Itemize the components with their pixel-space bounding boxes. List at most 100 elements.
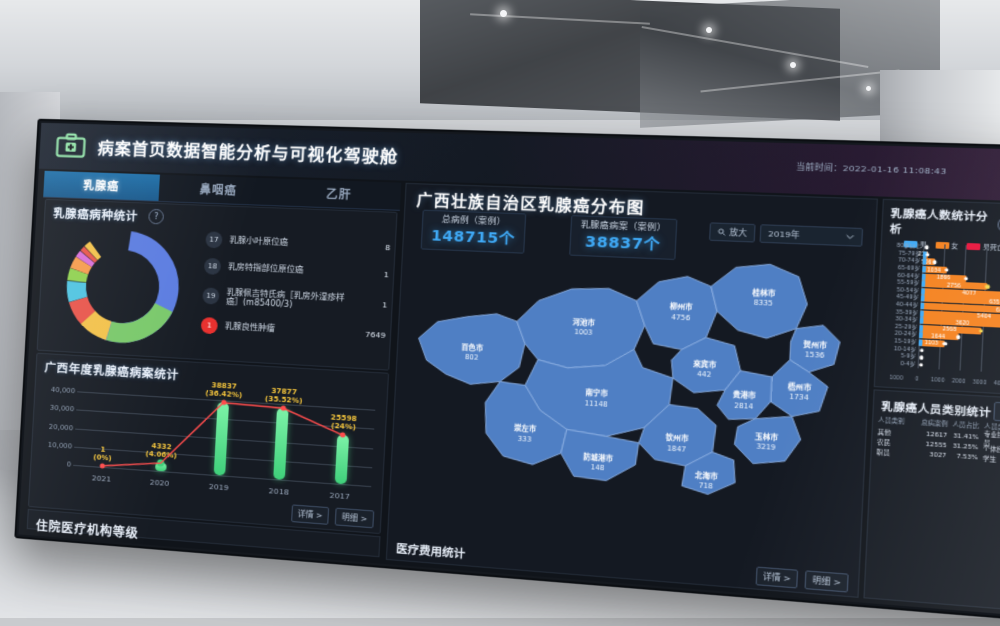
bar-male[interactable]	[922, 258, 927, 266]
medical-cost-breakdown-button[interactable]: 明细 >	[804, 570, 849, 593]
x-axis-tick: 2017	[329, 490, 351, 502]
map-zoom-label: 放大	[729, 227, 748, 238]
bar-male[interactable]	[919, 309, 924, 317]
tab-breast-cancer[interactable]: 乳腺癌	[43, 170, 160, 201]
death-ratio-point[interactable]	[944, 268, 949, 273]
bar-male[interactable]	[920, 302, 925, 310]
personnel-table: 人员类别 总病案例 人员占比 其他 12617 31.41% 农民 12555	[876, 415, 1000, 469]
map-region-nanning[interactable]	[523, 344, 675, 441]
cell-percent: 31.41%	[952, 432, 979, 441]
bar-male[interactable]	[919, 324, 924, 332]
map-value-guilin: 8335	[754, 300, 774, 309]
personnel-detail-button[interactable]: 详情 >	[992, 401, 1000, 424]
tab-nasopharyngeal-cancer[interactable]: 鼻咽癌	[199, 183, 238, 198]
map-label-guilin: 桂林市	[751, 287, 777, 298]
cell-percent: 31.25%	[952, 442, 979, 451]
map-year-value: 2019年	[767, 228, 801, 240]
left-column: 乳腺癌 鼻咽癌 乙肝 乳腺癌病种统计 ?	[25, 170, 402, 560]
current-time-label: 当前时间：	[795, 161, 843, 174]
list-item-index: 18	[203, 257, 222, 275]
bar[interactable]	[334, 434, 349, 485]
map-label-wuzhou: 梧州市	[788, 381, 813, 392]
map-label-laibin: 来宾市	[692, 358, 717, 369]
list-item-value: 1	[381, 299, 388, 310]
age-panel-header: 乳腺癌人数统计分析 ? 详情 > 明细 >	[882, 200, 1000, 244]
bar-male[interactable]	[922, 265, 927, 273]
death-ratio-point[interactable]	[964, 276, 969, 281]
donut-svg	[44, 224, 202, 350]
list-item-index: 1	[200, 316, 219, 335]
bar-value-female: 6950	[995, 307, 1000, 314]
bar-male[interactable]	[918, 339, 923, 347]
map-year-select[interactable]: 2019年	[759, 224, 864, 247]
map-value-chongzuo: 333	[518, 435, 532, 443]
list-item-label: 乳腺佩吉特氏病［乳房外湿疹样癌］(m85400/3)	[225, 287, 345, 310]
cell-cases: 3027	[929, 451, 947, 460]
bar-male[interactable]	[920, 295, 925, 303]
x-axis-tick: 2021	[91, 473, 112, 484]
map-region-chongzuo[interactable]	[482, 381, 569, 467]
bar-value-female: 6351	[989, 299, 1000, 306]
map-label-fangchenggang: 防城港市	[583, 452, 614, 464]
data-label: 38837 (36.42%)	[205, 381, 243, 400]
death-ratio-point[interactable]	[985, 284, 990, 289]
map-value-laibin: 442	[697, 371, 712, 379]
medical-cost-detail-button[interactable]: 详情 >	[755, 566, 799, 589]
bar-male[interactable]	[921, 280, 926, 288]
ceiling-light	[500, 10, 507, 17]
data-label: 37877 (35.52%)	[264, 386, 303, 406]
death-ratio-point[interactable]	[919, 362, 924, 367]
bar-value-female: 4077	[962, 290, 977, 298]
bar-male[interactable]	[919, 317, 924, 325]
current-time-value: 2022-01-16 11:08:43	[842, 163, 947, 177]
y-axis-tick: 10,000	[47, 440, 73, 451]
ceiling-light	[706, 27, 712, 33]
age-panel-title: 乳腺癌人数统计分析	[889, 207, 989, 237]
map-label-chongzuo: 崇左市	[514, 423, 537, 434]
death-ratio-point[interactable]	[925, 252, 931, 257]
map-region-baise[interactable]	[416, 310, 526, 387]
col-category: 人员类别	[877, 417, 905, 426]
guangxi-province-map[interactable]: 百色市 802 河池市 1003 柳州市 4756 桂林市 8335 贺州市 1…	[390, 234, 874, 537]
yearly-breakdown-button[interactable]: 明细 >	[335, 507, 375, 529]
map-label-guigang: 贵港市	[732, 389, 756, 400]
disease-donut-chart	[44, 224, 202, 350]
bar-male[interactable]	[921, 273, 926, 281]
map-label-yulin: 玉林市	[755, 431, 779, 442]
question-icon[interactable]: ?	[148, 208, 165, 225]
bar-male[interactable]	[921, 287, 926, 295]
list-item-index: 19	[202, 287, 220, 305]
map-region-fangchenggang[interactable]	[560, 429, 640, 483]
yearly-detail-button[interactable]: 详情 >	[290, 504, 330, 525]
bar-value-female: 5404	[976, 313, 992, 320]
map-label-beihai: 北海市	[695, 470, 719, 481]
bar-value-female: 1866	[936, 274, 951, 282]
personnel-table-left: 人员类别 总病案例 人员占比 其他 12617 31.41% 农民 12555	[876, 415, 979, 463]
bar[interactable]	[273, 407, 290, 480]
list-item-value: 8	[384, 242, 391, 252]
map-value-nanning: 11148	[584, 400, 607, 409]
bar-male[interactable]	[918, 331, 923, 339]
death-ratio-point[interactable]	[919, 355, 924, 360]
dashboard-header: 病案首页数据智能分析与可视化驾驶舱 当前时间：2022-01-16 11:08:…	[38, 122, 1000, 205]
cell-percent: 7.53%	[956, 452, 978, 462]
bar[interactable]	[213, 402, 230, 476]
death-ratio-point[interactable]	[924, 245, 930, 250]
x-axis-tick: 2019	[208, 481, 229, 493]
map-label-hezhou: 贺州市	[802, 339, 828, 350]
y-axis-tick: 30,000	[49, 404, 75, 414]
cell-cases: 12617	[925, 430, 948, 439]
tab-hepatitis-b[interactable]: 乙肝	[325, 187, 352, 202]
bar-value-female: 1103	[924, 340, 939, 347]
led-video-wall: 病案首页数据智能分析与可视化驾驶舱 当前时间：2022-01-16 11:08:…	[14, 118, 1000, 626]
cell-category: 职员	[876, 449, 890, 457]
map-region-hechi[interactable]	[515, 284, 647, 372]
table-row[interactable]: 学生 619 1.54%	[982, 453, 1000, 470]
data-label: 1 (0%)	[93, 445, 112, 463]
disease-type-stats-panel: 乳腺癌病种统计 ?	[37, 199, 398, 371]
death-ratio-point[interactable]	[942, 341, 948, 346]
death-ratio-point[interactable]	[919, 348, 925, 353]
death-ratio-point[interactable]	[932, 260, 937, 265]
map-value-guigang: 2814	[734, 402, 753, 411]
map-zoom-button[interactable]: 放大	[708, 222, 756, 243]
